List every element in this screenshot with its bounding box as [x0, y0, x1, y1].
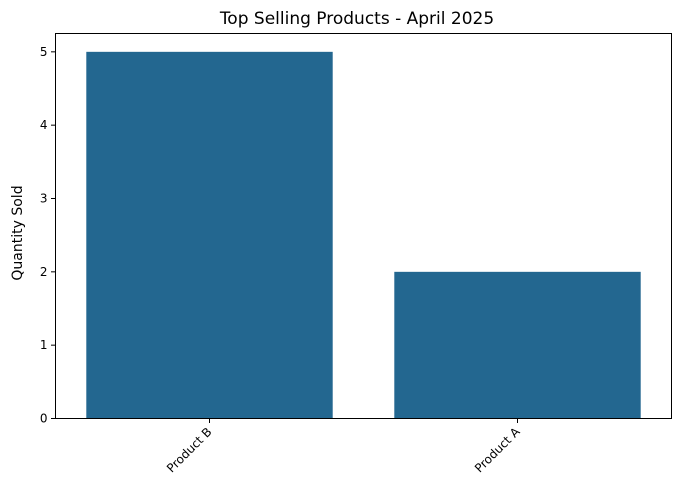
x-tick-label: Product A — [472, 424, 523, 475]
y-tick-label: 5 — [40, 45, 48, 59]
plot-frame — [55, 33, 672, 419]
y-tick-label: 1 — [40, 338, 48, 352]
y-tick-label: 0 — [40, 412, 48, 426]
bar-product-b — [86, 51, 333, 419]
x-tick-label: Product B — [164, 425, 215, 476]
chart-title: Top Selling Products - April 2025 — [219, 9, 494, 29]
y-tick-label: 2 — [40, 265, 48, 279]
y-tick-label: 3 — [40, 192, 48, 206]
x-axis: Product B Product A — [164, 418, 523, 476]
y-axis: 0 1 2 3 4 5 — [40, 45, 56, 426]
bar-product-a — [394, 271, 641, 419]
y-tick-label: 4 — [40, 118, 48, 132]
bars-layer — [86, 51, 641, 419]
y-axis-label: Quantity Sold — [10, 185, 26, 280]
